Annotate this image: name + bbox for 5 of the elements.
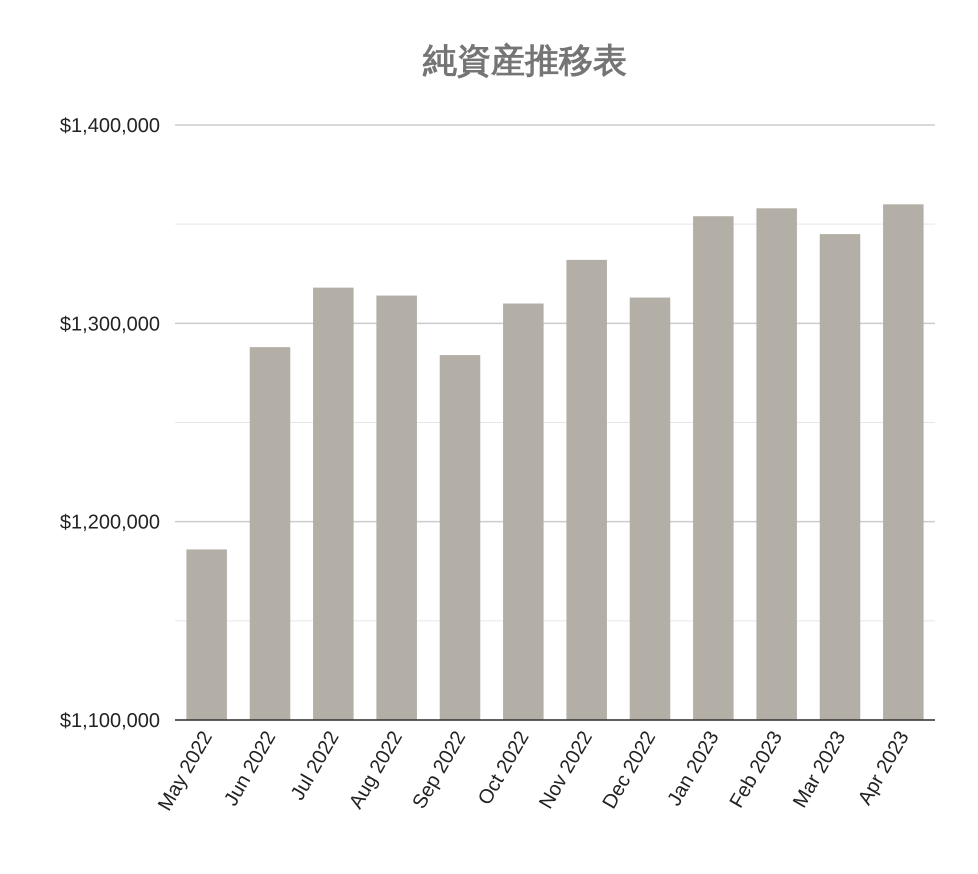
y-tick-label: $1,200,000 — [60, 512, 160, 534]
chart-title: 純資産推移表 — [422, 42, 627, 80]
y-tick-label: $1,300,000 — [60, 313, 160, 336]
y-tick-label: $1,400,000 — [60, 115, 160, 137]
y-tick-label: $1,100,000 — [60, 710, 160, 732]
